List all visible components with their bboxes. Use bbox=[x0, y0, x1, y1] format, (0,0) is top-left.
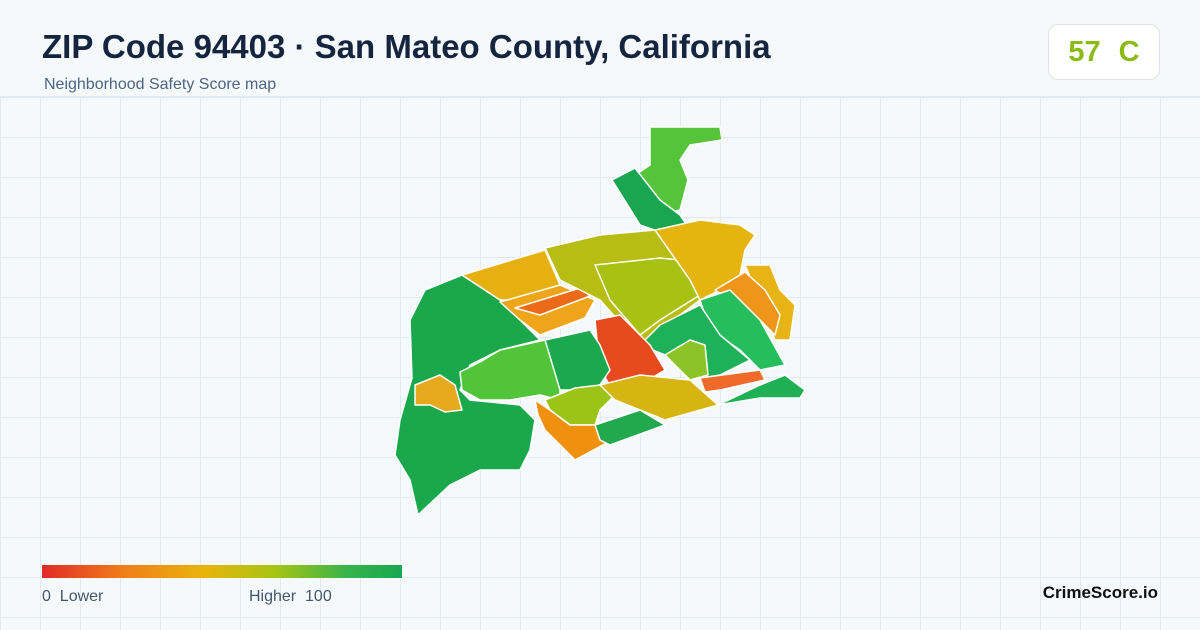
area bbox=[394, 274, 541, 516]
area bbox=[414, 374, 463, 413]
area bbox=[654, 219, 756, 301]
score-value: 57 bbox=[1068, 35, 1101, 68]
score-badge: 57 C bbox=[1048, 24, 1160, 80]
header: ZIP Code 94403 · San Mateo County, Calif… bbox=[0, 0, 1200, 97]
subtitle: Neighborhood Safety Score map bbox=[44, 76, 277, 93]
legend-gradient bbox=[42, 565, 402, 578]
legend-min: 0 Lower bbox=[42, 588, 103, 606]
area bbox=[599, 374, 719, 421]
area bbox=[717, 374, 806, 406]
area bbox=[664, 339, 709, 381]
area bbox=[594, 257, 701, 336]
area bbox=[544, 329, 611, 391]
legend-max: Higher 100 bbox=[249, 588, 332, 606]
area bbox=[611, 167, 691, 233]
legend-min-value: 0 bbox=[42, 588, 51, 605]
brand: CrimeScore.io bbox=[1042, 583, 1158, 602]
area bbox=[699, 369, 766, 393]
area bbox=[594, 409, 666, 446]
title: ZIP Code 94403 · San Mateo County, Calif… bbox=[42, 28, 771, 65]
legend-max-value: 100 bbox=[305, 588, 332, 605]
legend-max-label: Higher bbox=[249, 588, 297, 605]
legend-min-label: Lower bbox=[59, 588, 104, 605]
area bbox=[514, 287, 591, 316]
score-grade: C bbox=[1118, 35, 1140, 68]
neighborhoods bbox=[394, 126, 806, 516]
